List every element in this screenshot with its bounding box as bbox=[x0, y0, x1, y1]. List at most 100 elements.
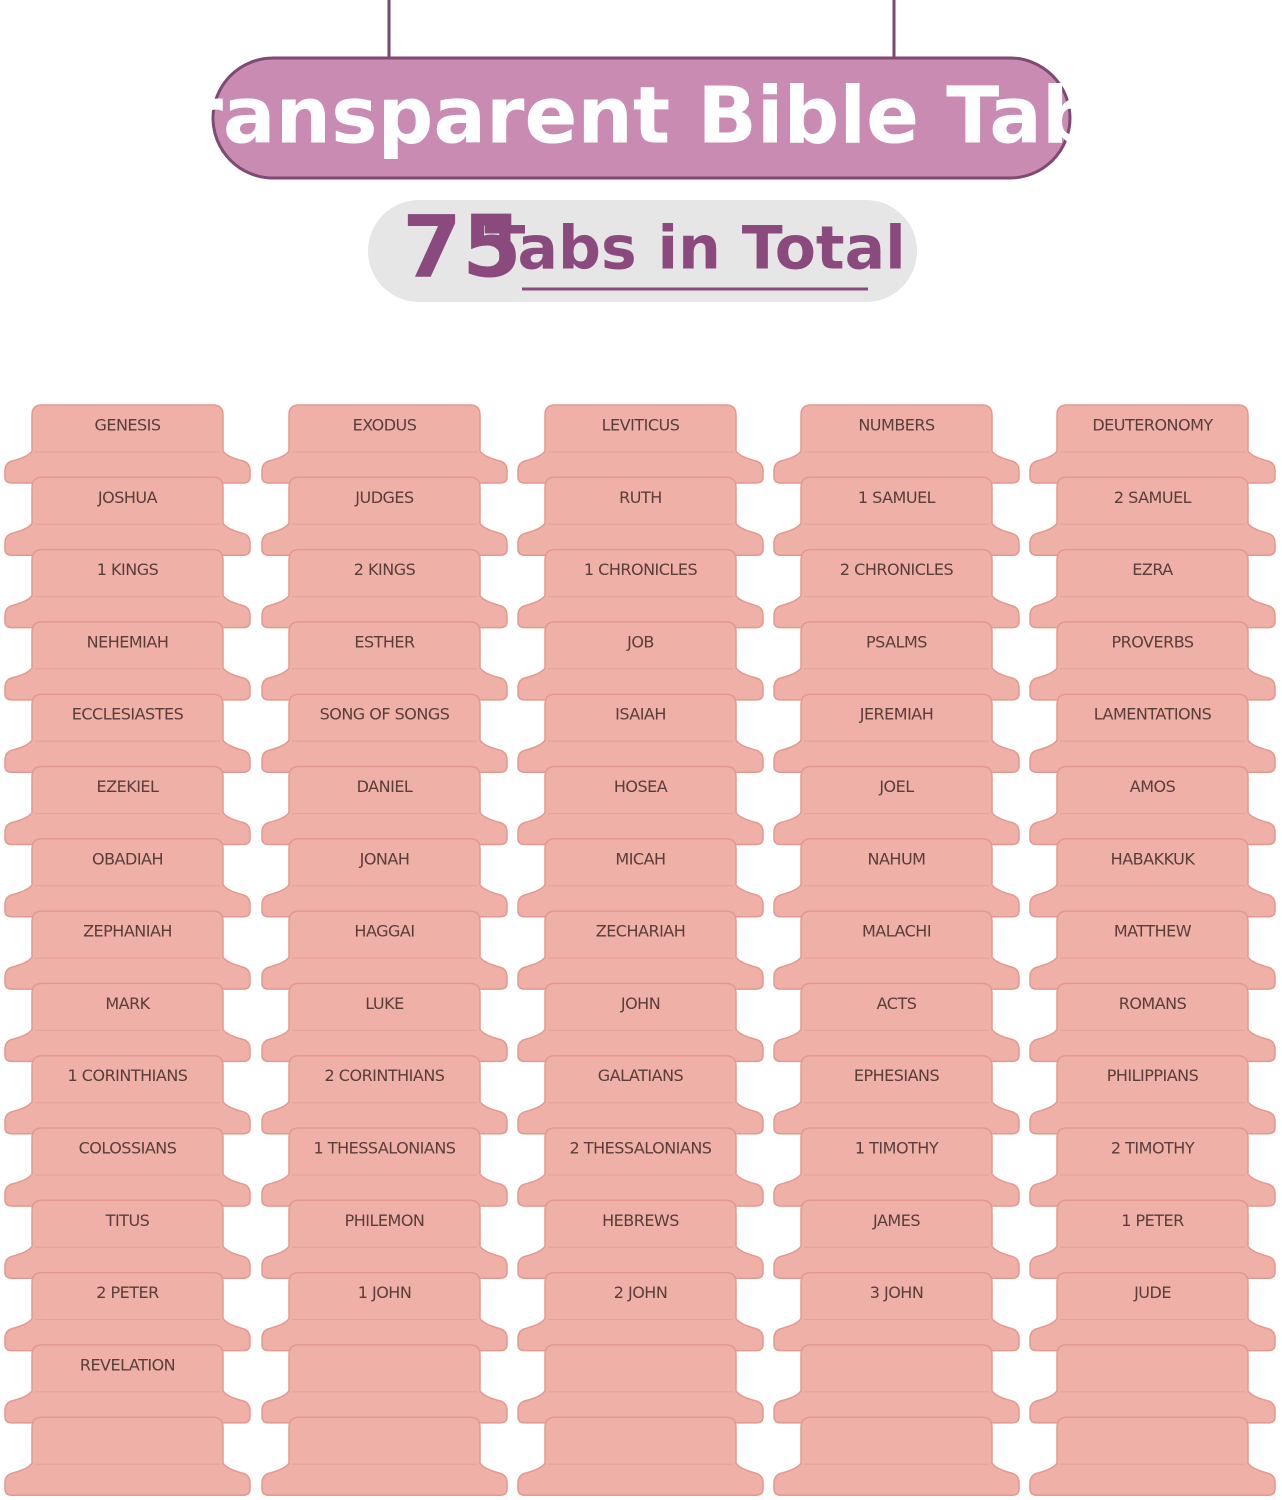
tab bbox=[261, 765, 508, 846]
tab-label: TITUS bbox=[105, 1211, 150, 1230]
tab bbox=[1029, 765, 1276, 846]
tab-label: 2 JOHN bbox=[614, 1283, 668, 1302]
tab-label: ZECHARIAH bbox=[596, 922, 686, 941]
tab-label: ZEPHANIAH bbox=[83, 922, 172, 941]
tab bbox=[4, 1127, 251, 1207]
tab bbox=[4, 910, 251, 990]
tab bbox=[4, 838, 251, 918]
tab-label: ECCLESIASTES bbox=[72, 705, 184, 724]
tab bbox=[4, 548, 251, 629]
tab-label: LAMENTATIONS bbox=[1094, 705, 1212, 724]
tab bbox=[773, 476, 1020, 557]
tab bbox=[4, 621, 251, 701]
tab-label: PSALMS bbox=[866, 632, 927, 651]
tab bbox=[4, 1416, 251, 1496]
tab-label: MALACHI bbox=[862, 922, 931, 941]
tab bbox=[261, 1127, 508, 1207]
tab-label: GALATIANS bbox=[598, 1066, 684, 1085]
tab bbox=[1029, 1054, 1276, 1135]
tab bbox=[517, 982, 764, 1063]
tab-label: EZEKIEL bbox=[97, 777, 160, 796]
tab-label: REVELATION bbox=[80, 1355, 175, 1374]
tab-label: HEBREWS bbox=[602, 1211, 679, 1230]
tab bbox=[1029, 982, 1276, 1063]
tab-label: 2 CORINTHIANS bbox=[325, 1066, 445, 1085]
tab bbox=[517, 1344, 764, 1424]
tab bbox=[1029, 621, 1276, 701]
tab bbox=[261, 621, 508, 701]
tab-label: MATTHEW bbox=[1114, 922, 1192, 941]
tab-label: NAHUM bbox=[868, 849, 926, 868]
tab bbox=[1029, 910, 1276, 990]
tab-label: DEUTERONOMY bbox=[1092, 416, 1213, 435]
tab bbox=[261, 1271, 508, 1352]
tab-label: JAMES bbox=[872, 1211, 920, 1230]
tab bbox=[517, 1127, 764, 1207]
tab-label: JUDE bbox=[1133, 1283, 1171, 1302]
tab bbox=[261, 910, 508, 990]
tab bbox=[773, 1199, 1020, 1280]
tab-label: ACTS bbox=[877, 994, 917, 1013]
tab-label: JONAH bbox=[359, 849, 410, 868]
tab bbox=[773, 693, 1020, 773]
tab-label: 2 CHRONICLES bbox=[840, 560, 954, 579]
tab-label: ISAIAH bbox=[615, 705, 666, 724]
tab bbox=[773, 982, 1020, 1063]
tab bbox=[517, 548, 764, 629]
tab bbox=[773, 765, 1020, 846]
tab-label: EXODUS bbox=[353, 416, 417, 435]
tab bbox=[4, 1344, 251, 1424]
tab-label: AMOS bbox=[1130, 777, 1176, 796]
tab-label: COLOSSIANS bbox=[79, 1139, 177, 1158]
tab bbox=[773, 1127, 1020, 1207]
tab bbox=[1029, 1271, 1276, 1352]
tab bbox=[773, 1416, 1020, 1496]
tab-label: MARK bbox=[105, 994, 150, 1013]
tab bbox=[1029, 1344, 1276, 1424]
tab-label: OBADIAH bbox=[92, 849, 163, 868]
tab-count: 75 bbox=[402, 197, 522, 297]
tab-label: LEVITICUS bbox=[602, 416, 680, 435]
tab-label: 1 PETER bbox=[1121, 1211, 1184, 1230]
tab bbox=[261, 1344, 508, 1424]
count-pill bbox=[368, 200, 917, 302]
tab bbox=[517, 621, 764, 701]
tab-label: PHILEMON bbox=[345, 1211, 425, 1230]
tab-label: 1 JOHN bbox=[358, 1283, 412, 1302]
tab bbox=[773, 838, 1020, 918]
title: Transparent Bible Tabs bbox=[140, 71, 1144, 161]
tab bbox=[261, 1054, 508, 1135]
tab bbox=[1029, 838, 1276, 918]
tab-label: EPHESIANS bbox=[854, 1066, 940, 1085]
tab bbox=[773, 1344, 1020, 1424]
tab-label: JOEL bbox=[878, 777, 914, 796]
tab-label: DANIEL bbox=[357, 777, 413, 796]
tab-label: JEREMIAH bbox=[859, 705, 934, 724]
tab-label: LUKE bbox=[365, 994, 404, 1013]
tab-label: EZRA bbox=[1132, 560, 1173, 579]
tab-label: 1 THESSALONIANS bbox=[314, 1139, 456, 1158]
title-pill bbox=[211, 56, 1072, 180]
tab-label: PROVERBS bbox=[1111, 632, 1193, 651]
tab-label: RUTH bbox=[619, 488, 662, 507]
tab bbox=[1029, 1127, 1276, 1207]
tab bbox=[261, 982, 508, 1063]
tab-label: 3 JOHN bbox=[870, 1283, 924, 1302]
tab bbox=[1029, 404, 1276, 484]
tab-label: HABAKKUK bbox=[1111, 849, 1196, 868]
tab bbox=[517, 910, 764, 990]
tab bbox=[4, 476, 251, 557]
tab-label: ROMANS bbox=[1119, 994, 1187, 1013]
tab-label: 1 CORINTHIANS bbox=[68, 1066, 188, 1085]
tab-label: 2 PETER bbox=[96, 1283, 159, 1302]
tab bbox=[261, 548, 508, 629]
tab-label: NUMBERS bbox=[858, 416, 935, 435]
tab bbox=[1029, 693, 1276, 773]
tab bbox=[773, 621, 1020, 701]
tab bbox=[517, 1054, 764, 1135]
tab bbox=[4, 982, 251, 1063]
tab bbox=[261, 1199, 508, 1280]
tab-label: 2 TIMOTHY bbox=[1111, 1139, 1195, 1158]
tab bbox=[517, 476, 764, 557]
